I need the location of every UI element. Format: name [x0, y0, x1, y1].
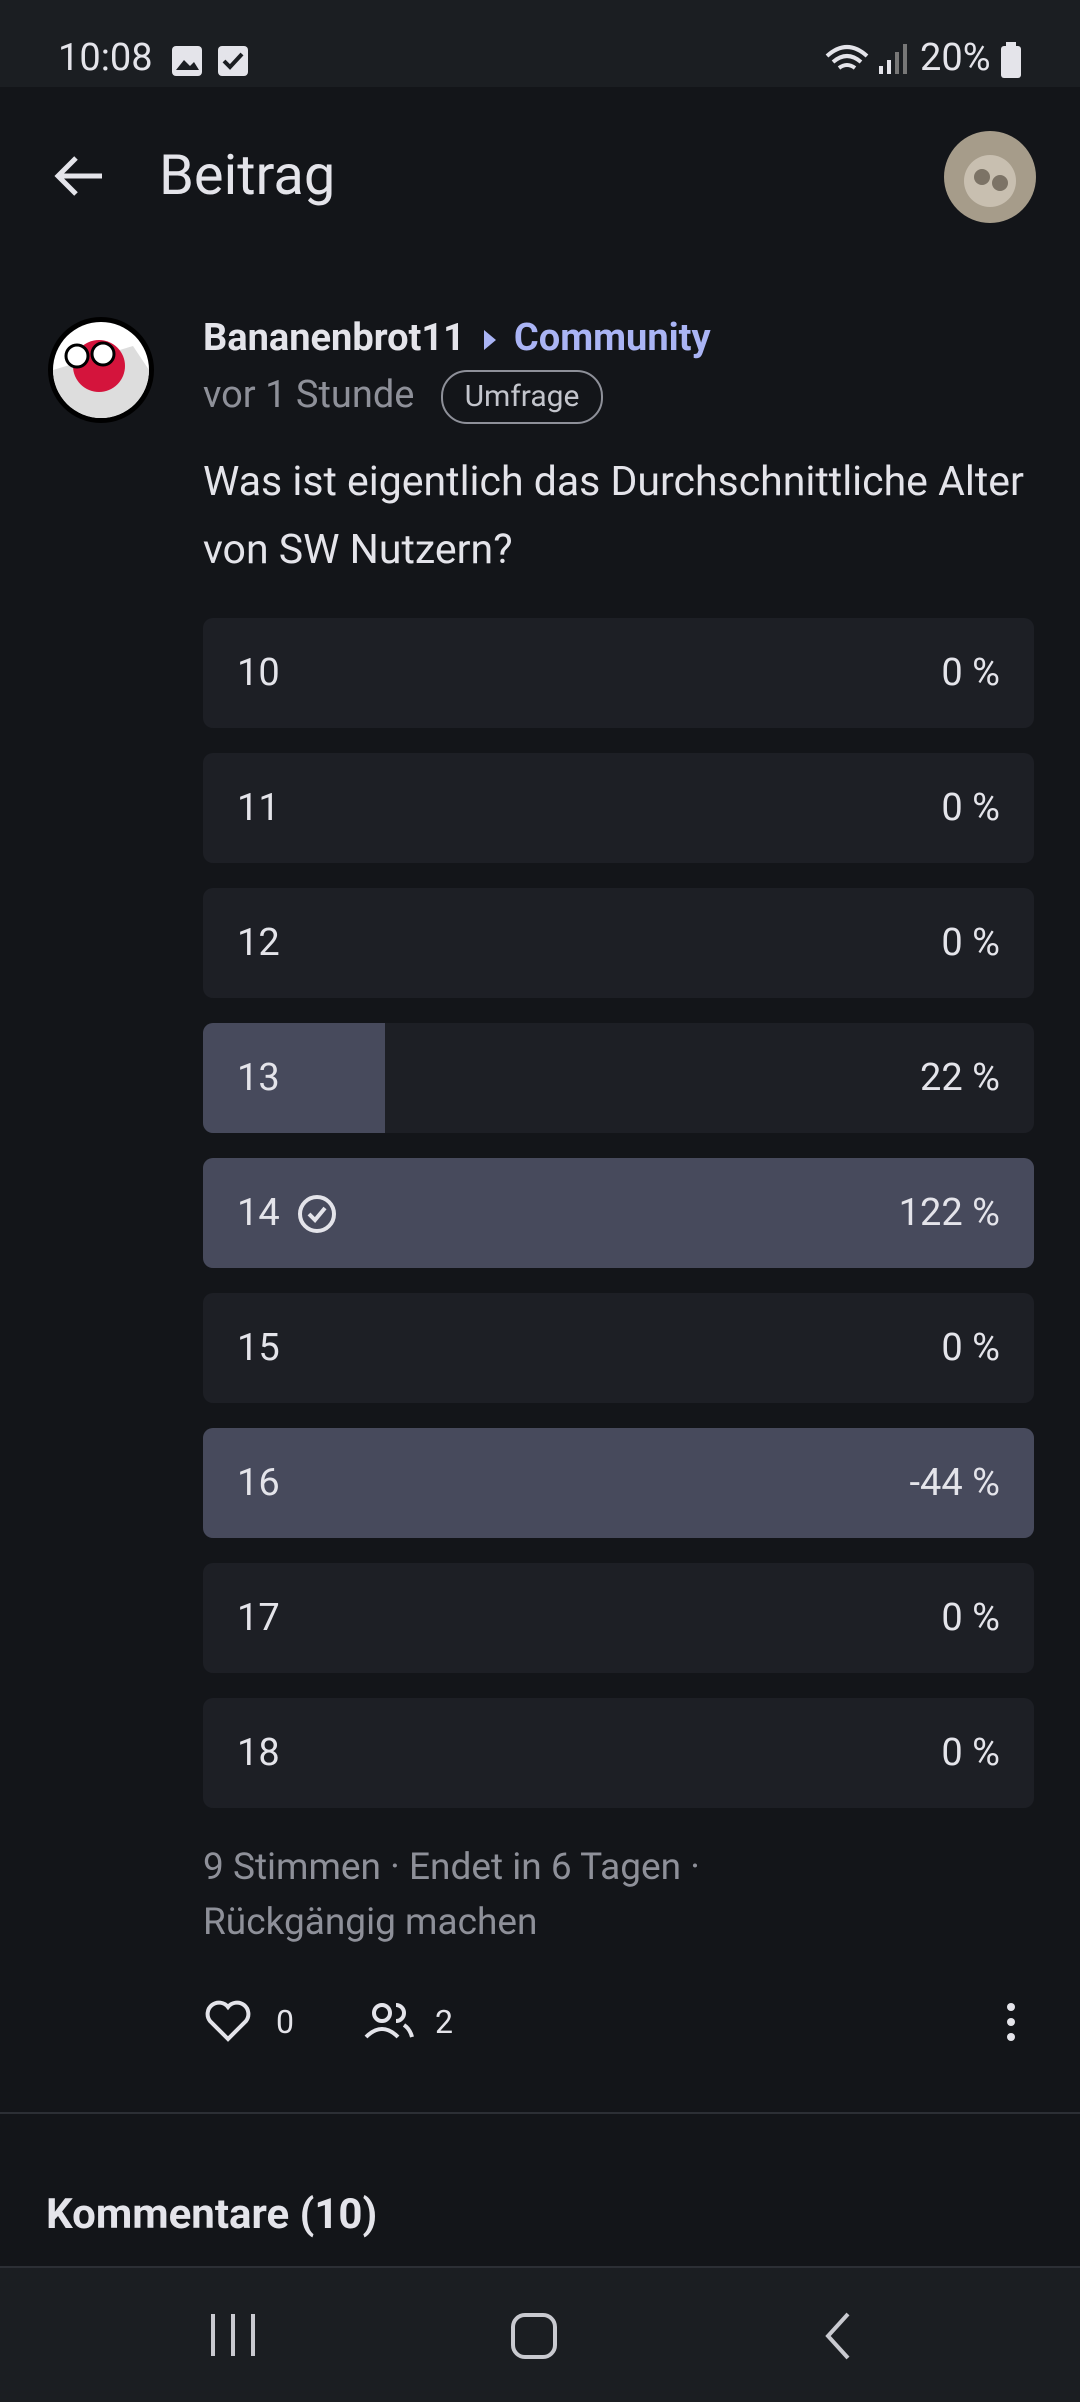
author-line: Bananenbrot11 Community: [203, 316, 711, 360]
option-percent: 122 %: [898, 1191, 1000, 1235]
profile-avatar[interactable]: [944, 131, 1036, 223]
poll-option[interactable]: 18 0 %: [203, 1698, 1034, 1808]
signal-icons: [825, 44, 907, 74]
poll-summary: 9 Stimmen · Endet in 6 Tagen ·: [203, 1846, 700, 1889]
divider: [0, 2112, 1080, 2114]
participants-icon: [364, 2003, 414, 2039]
status-time: 10:08: [58, 36, 153, 80]
battery-icon: [1001, 42, 1021, 78]
option-percent: 0 %: [941, 651, 1000, 695]
back-nav-button[interactable]: [822, 2312, 854, 2360]
poll-option[interactable]: 13 22 %: [203, 1023, 1034, 1133]
participants-count: 2: [435, 2003, 453, 2041]
option-label: 10: [237, 651, 280, 695]
author-name[interactable]: Bananenbrot11: [203, 316, 465, 360]
option-label: 17: [237, 1596, 280, 1640]
option-percent: -44 %: [909, 1461, 1000, 1505]
header-title: Beitrag: [159, 142, 336, 208]
selected-check: [298, 1195, 336, 1233]
option-percent: 0 %: [941, 1731, 1000, 1775]
poll-option[interactable]: 11 0 %: [203, 753, 1034, 863]
navigation-bar: [0, 2266, 1080, 2402]
community-link[interactable]: Community: [513, 316, 711, 360]
option-percent: 0 %: [941, 786, 1000, 830]
option-label: 11: [237, 786, 280, 830]
post-time: vor 1 Stunde: [203, 373, 415, 417]
like-count: 0: [276, 2003, 294, 2041]
status-icons: [172, 46, 248, 76]
option-label: 18: [237, 1731, 280, 1775]
option-label: 12: [237, 921, 280, 965]
option-percent: 0 %: [941, 921, 1000, 965]
poll-option[interactable]: 16 -44 %: [203, 1428, 1034, 1538]
poll-option[interactable]: 15 0 %: [203, 1293, 1034, 1403]
option-fill: [203, 1023, 385, 1133]
option-label: 15: [237, 1326, 280, 1370]
poll-undo[interactable]: Rückgängig machen: [203, 1901, 538, 1944]
battery-text: 20%: [920, 36, 991, 80]
author-avatar[interactable]: [47, 316, 155, 424]
like-button[interactable]: [204, 1999, 252, 2043]
option-fill: [203, 1158, 1034, 1268]
option-percent: 22 %: [920, 1056, 1000, 1100]
status-bar: 10:08 20%: [0, 0, 1080, 87]
post-tag: Umfrage: [441, 370, 603, 424]
option-fill: [203, 1428, 1034, 1538]
recents-button[interactable]: [208, 2312, 258, 2358]
option-label: 13: [237, 1056, 280, 1100]
comments-title: Kommentare (10): [46, 2190, 378, 2239]
back-button[interactable]: [52, 152, 108, 200]
post-text: Was ist eigentlich das Durchschnittliche…: [203, 458, 1024, 574]
home-button[interactable]: [510, 2312, 558, 2360]
more-button[interactable]: [998, 2002, 1024, 2042]
poll-option[interactable]: 14 122 %: [203, 1158, 1034, 1268]
option-percent: 0 %: [941, 1326, 1000, 1370]
poll-option[interactable]: 17 0 %: [203, 1563, 1034, 1673]
poll-option[interactable]: 12 0 %: [203, 888, 1034, 998]
option-label: 14: [237, 1191, 280, 1235]
arrow-icon: [484, 329, 497, 350]
option-label: 16: [237, 1461, 280, 1505]
option-percent: 0 %: [941, 1596, 1000, 1640]
poll-option[interactable]: 10 0 %: [203, 618, 1034, 728]
